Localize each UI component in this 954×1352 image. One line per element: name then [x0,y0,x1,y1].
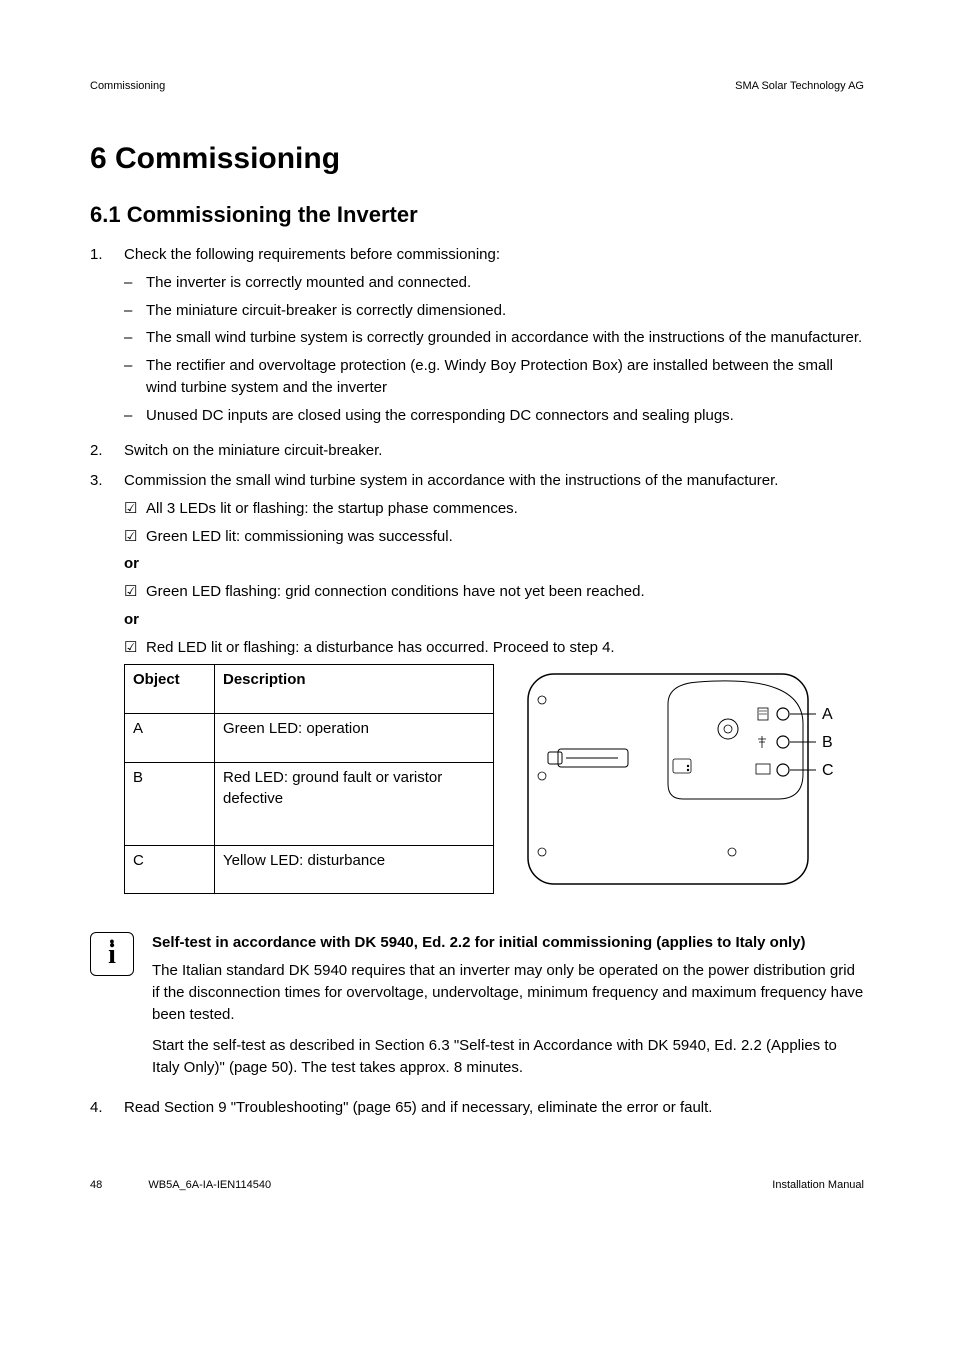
requirement-item: –The rectifier and overvoltage protectio… [124,355,864,399]
result-list: ☑All 3 LEDs lit or flashing: the startup… [124,498,864,548]
table-cell: C [125,845,215,894]
dash: – [124,355,146,399]
step-text: Read Section 9 "Troubleshooting" (page 6… [124,1099,712,1116]
result-item: ☑Red LED lit or flashing: a disturbance … [124,637,864,659]
page-header: Commissioning SMA Solar Technology AG [90,80,864,92]
led-table: Object Description A Green LED: operatio… [124,664,494,894]
procedure-list: 1. Check the following requirements befo… [90,244,864,894]
dash: – [124,272,146,294]
table-header-row: Object Description [125,665,494,714]
info-icon: ● i [90,932,134,976]
inverter-diagram: A B C [518,664,848,894]
table-header: Object [125,665,215,714]
requirement-item: –Unused DC inputs are closed using the c… [124,405,864,427]
step-number: 2. [90,440,124,462]
dash: – [124,405,146,427]
info-paragraph: Start the self-test as described in Sect… [152,1035,864,1079]
or-label: or [124,609,864,631]
step-text: Commission the small wind turbine system… [124,472,778,489]
table-cell: B [125,762,215,845]
dash: – [124,327,146,349]
table-diagram-row: Object Description A Green LED: operatio… [124,664,864,894]
table-cell: Green LED: operation [215,713,494,762]
result-text: All 3 LEDs lit or flashing: the startup … [146,498,864,520]
table-cell: Yellow LED: disturbance [215,845,494,894]
dash: – [124,300,146,322]
header-left: Commissioning [90,80,165,92]
requirement-text: The small wind turbine system is correct… [146,327,864,349]
page-footer: 48 WB5A_6A-IA-IEN114540 Installation Man… [90,1179,864,1191]
requirement-text: The inverter is correctly mounted and co… [146,272,864,294]
table-cell: A [125,713,215,762]
info-note: ● i Self-test in accordance with DK 5940… [90,932,864,1079]
table-row: A Green LED: operation [125,713,494,762]
table-header: Description [215,665,494,714]
requirement-text: The miniature circuit-breaker is correct… [146,300,864,322]
step-1: 1. Check the following requirements befo… [90,244,864,432]
requirement-text: Unused DC inputs are closed using the co… [146,405,864,427]
result-item: ☑Green LED flashing: grid connection con… [124,581,864,603]
result-list: ☑Green LED flashing: grid connection con… [124,581,864,603]
checkmark-icon: ☑ [124,637,146,659]
step-text: Switch on the miniature circuit-breaker. [124,442,382,459]
header-right: SMA Solar Technology AG [735,80,864,92]
checkmark-icon: ☑ [124,498,146,520]
checkmark-icon: ☑ [124,526,146,548]
requirements-list: –The inverter is correctly mounted and c… [124,272,864,427]
info-title: Self-test in accordance with DK 5940, Ed… [152,932,864,954]
step-3: 3. Commission the small wind turbine sys… [90,470,864,894]
requirement-item: –The small wind turbine system is correc… [124,327,864,349]
chapter-title: 6 Commissioning [90,142,864,176]
procedure-list-continued: 4. Read Section 9 "Troubleshooting" (pag… [90,1097,864,1119]
step-number: 4. [90,1097,124,1119]
requirement-item: –The inverter is correctly mounted and c… [124,272,864,294]
footer-page: 48 [90,1179,102,1191]
section-title: 6.1 Commissioning the Inverter [90,202,864,228]
diagram-label-a: A [822,706,833,723]
diagram-label-c: C [822,762,834,779]
diagram-label-b: B [822,734,833,751]
result-item: ☑Green LED lit: commissioning was succes… [124,526,864,548]
requirement-item: –The miniature circuit-breaker is correc… [124,300,864,322]
table-row: C Yellow LED: disturbance [125,845,494,894]
step-number: 1. [90,244,124,432]
inverter-svg: A B C [518,664,848,894]
step-4: 4. Read Section 9 "Troubleshooting" (pag… [90,1097,864,1119]
result-list: ☑Red LED lit or flashing: a disturbance … [124,637,864,659]
result-text: Green LED flashing: grid connection cond… [146,581,864,603]
step-text: Check the following requirements before … [124,246,500,263]
requirement-text: The rectifier and overvoltage protection… [146,355,864,399]
result-text: Green LED lit: commissioning was success… [146,526,864,548]
step-number: 3. [90,470,124,894]
table-row: B Red LED: ground fault or varistor defe… [125,762,494,845]
or-label: or [124,553,864,575]
footer-doc: WB5A_6A-IA-IEN114540 [148,1179,271,1191]
table-cell: Red LED: ground fault or varistor defect… [215,762,494,845]
footer-right: Installation Manual [772,1179,864,1191]
checkmark-icon: ☑ [124,581,146,603]
result-text: Red LED lit or flashing: a disturbance h… [146,637,864,659]
info-paragraph: The Italian standard DK 5940 requires th… [152,960,864,1025]
result-item: ☑All 3 LEDs lit or flashing: the startup… [124,498,864,520]
step-2: 2. Switch on the miniature circuit-break… [90,440,864,462]
